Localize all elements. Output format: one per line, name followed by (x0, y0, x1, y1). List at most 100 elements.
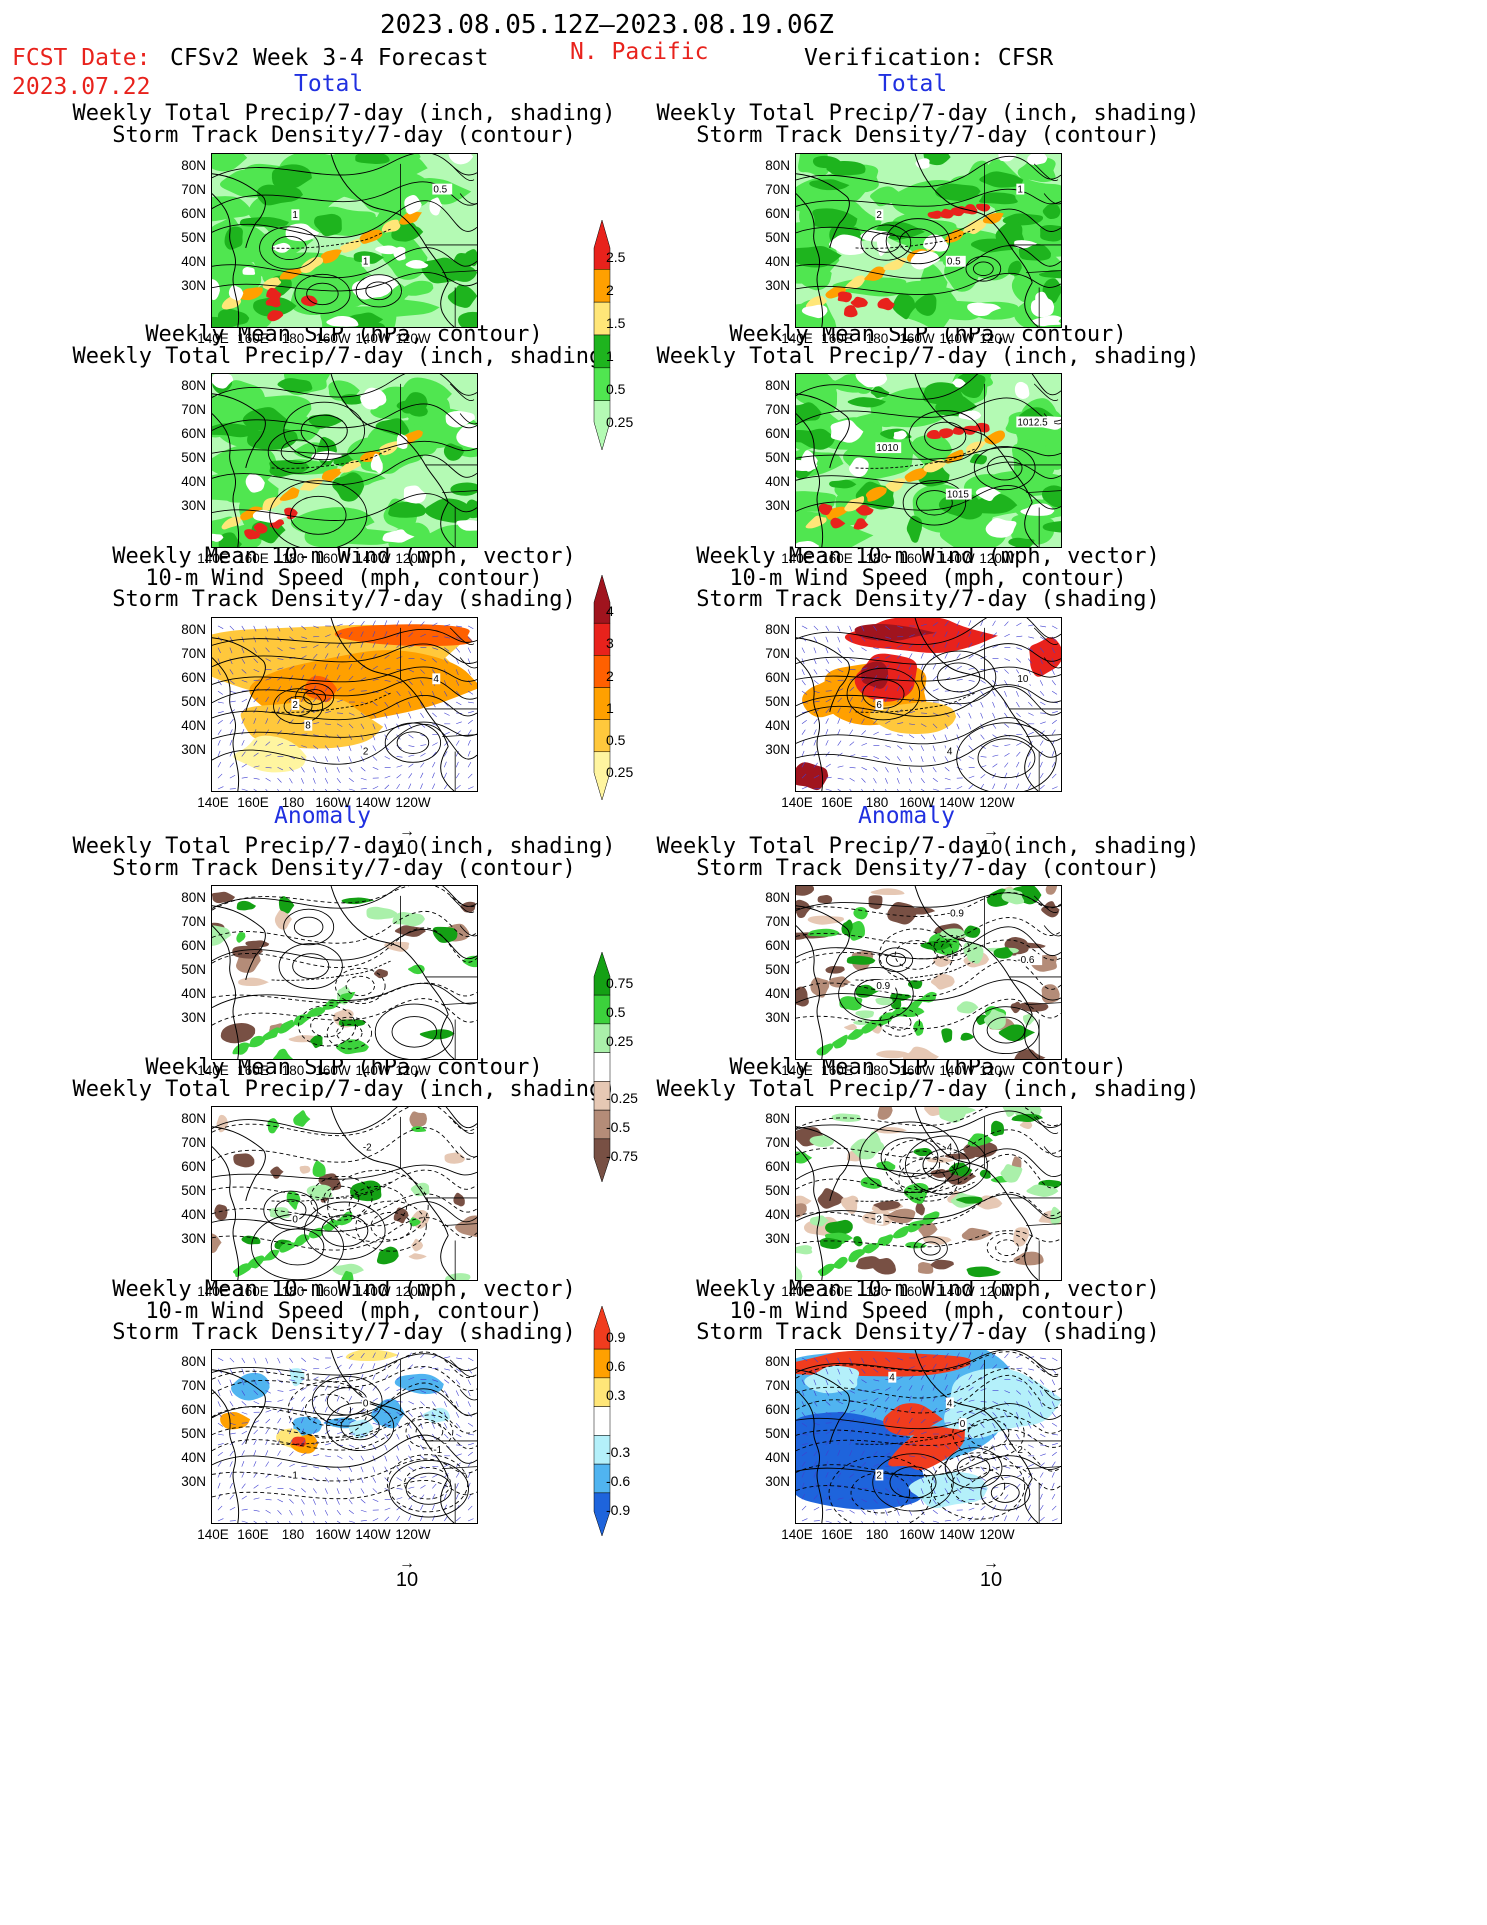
p3r-lon-label: 140E (781, 795, 813, 810)
storm_anom-label: 0.6 (606, 1357, 626, 1374)
p4r-lon-label: 140W (939, 1063, 975, 1078)
precip_anom-label: 0.5 (606, 1003, 626, 1020)
p3l-lat-label: 30N (181, 742, 206, 757)
p5r-map-canvas: 24 (796, 1107, 1061, 1280)
p6l-lat-label: 80N (181, 1354, 206, 1369)
p6l-contour-label-1: 1 (292, 1471, 298, 1482)
p5l-lon-label: 120W (395, 1284, 431, 1299)
p4l-lon-label: 160E (237, 1063, 269, 1078)
p5l-lat-label: 50N (181, 1183, 206, 1198)
p4r-lon-label: 140E (781, 1063, 813, 1078)
p1l-contour-label-1: 1 (292, 210, 298, 221)
p3l-lat-label: 60N (181, 670, 206, 685)
p2r-lat-label: 80N (765, 378, 790, 393)
p6l-lon-label: 160E (237, 1527, 269, 1542)
p3r-map-canvas: 6 4 10 (796, 618, 1061, 791)
p5r-lon-label: 160W (899, 1284, 935, 1299)
p5r-lat-label: 70N (765, 1135, 790, 1150)
precip_anom-colorbar (593, 952, 611, 1183)
p4r-lat-label: 80N (765, 890, 790, 905)
p1l-lat-label: 80N (181, 158, 206, 173)
p4l-lon-label: 140E (197, 1063, 229, 1078)
p2l-lat-label: 70N (181, 402, 206, 417)
p5r-lat-label: 30N (765, 1231, 790, 1246)
p6r-vector-reference-value: 10 (979, 1569, 1003, 1591)
p2r-title-line-1: Weekly Mean SLP (hPa, contour) (729, 322, 1127, 347)
p2l-title-line-1: Weekly Mean SLP (hPa, contour) (145, 322, 543, 347)
p2r-lat-label: 30N (765, 498, 790, 513)
p4r-lat-label: 30N (765, 1010, 790, 1025)
p5l-lat-label: 40N (181, 1207, 206, 1222)
p1r-lat-label: 70N (765, 182, 790, 197)
p1r-contour-label-2: 0.5 (947, 257, 961, 268)
p6r-lat-label: 30N (765, 1474, 790, 1489)
p1r-title-line-1: Weekly Total Precip/7-day (inch, shading… (656, 101, 1200, 126)
p1r-lon-label: 140E (781, 331, 813, 346)
p4r-contour-label-3: -0.6 (1017, 955, 1035, 966)
p5r-title-line-2: Weekly Total Precip/7-day (inch, shading… (656, 1076, 1200, 1102)
p1r-lon-label: 120W (979, 331, 1015, 346)
p2l-lon-label: 120W (395, 551, 431, 566)
precip_total-label: 1 (606, 347, 614, 364)
precip_anom-label: -0.25 (606, 1090, 638, 1107)
p3l-contour-label-2: 2 (363, 746, 369, 757)
p2r-contour-label-1: 1010 (876, 443, 899, 454)
p5l-contour-label-1: 0 (292, 1215, 298, 1226)
p1l-lat-label: 70N (181, 182, 206, 197)
p3r-title-line-2: 10-m Wind Speed (mph, contour) (729, 565, 1127, 591)
p4l-lat-label: 60N (181, 938, 206, 953)
p2r-map-canvas: 1010 1015 1012.5 (796, 374, 1061, 547)
p5r-lat-label: 50N (765, 1183, 790, 1198)
p5r-lon-label: 120W (979, 1284, 1015, 1299)
p2r-lat-label: 40N (765, 474, 790, 489)
p1l-lon-label: 120W (395, 331, 431, 346)
p6r-lat-label: 60N (765, 1402, 790, 1417)
p1r-lat-label: 60N (765, 206, 790, 221)
p6r-contour-label-2: 4 (947, 1398, 953, 1409)
p5r-lon-label: 180 (865, 1284, 889, 1299)
p4r-contour-label-1: 0.9 (876, 981, 890, 992)
p5l-map-canvas: 0 -2 (212, 1107, 477, 1280)
p5r-lon-label: 140E (781, 1284, 813, 1299)
precip_total-swatch-6 (593, 400, 611, 451)
p6l-contour-label-2: 0 (363, 1398, 369, 1409)
p3l-lon-label: 140W (355, 795, 391, 810)
p1l-lon-label: 160W (315, 331, 351, 346)
storm_total-label: 2 (606, 667, 614, 684)
section-anomaly-right: Anomaly (858, 803, 955, 829)
section-anomaly-left: Anomaly (274, 803, 371, 829)
p6r-title-line-3: Storm Track Density/7-day (shading) (696, 1320, 1160, 1345)
precip_total-label: 0.25 (606, 413, 634, 430)
p5l-contour-label-2: -2 (363, 1143, 372, 1154)
p4l-lat-label: 30N (181, 1010, 206, 1025)
p2l-map-canvas (212, 374, 477, 547)
p1l-map: 1 1 0.5 (211, 153, 478, 328)
p3r-lat-label: 80N (765, 622, 790, 637)
section-total-left: Total (294, 71, 364, 97)
p5r-lon-label: 140W (939, 1284, 975, 1299)
p2r-map: 1010 1015 1012.5 (795, 373, 1062, 548)
p3l-lon-label: 180 (281, 795, 305, 810)
p2r-lon-label: 160W (899, 551, 935, 566)
p6r-lat-label: 80N (765, 1354, 790, 1369)
p3r-vector-reference: → 10 (971, 824, 1011, 860)
p3r-lon-label: 120W (979, 795, 1015, 810)
p4l-map (211, 885, 478, 1060)
storm_anom-swatch-4 (593, 1406, 611, 1436)
p2l-lon-label: 140W (355, 551, 391, 566)
p6l-lon-label: 140W (355, 1527, 391, 1542)
p5l-title-line-1: Weekly Mean SLP (hPa, contour) (145, 1055, 543, 1080)
p4l-lat-label: 70N (181, 914, 206, 929)
p1l-lat-label: 50N (181, 230, 206, 245)
p6r-contour-label-5: 0 (960, 1419, 966, 1430)
p1r-title-line-2: Storm Track Density/7-day (contour) (696, 122, 1160, 148)
p2l-lat-label: 60N (181, 426, 206, 441)
p5l-title-line-2: Weekly Total Precip/7-day (inch, shading… (72, 1076, 616, 1102)
p3l-title-line-3: Storm Track Density/7-day (shading) (112, 587, 576, 612)
p2l-lat-label: 80N (181, 378, 206, 393)
p3l-vector-reference: → 10 (387, 824, 427, 860)
storm_anom-label: -0.9 (606, 1501, 631, 1518)
p2r-title-line-2: Weekly Total Precip/7-day (inch, shading… (656, 343, 1200, 369)
p6r-contour-label-3: 2 (1017, 1445, 1023, 1456)
